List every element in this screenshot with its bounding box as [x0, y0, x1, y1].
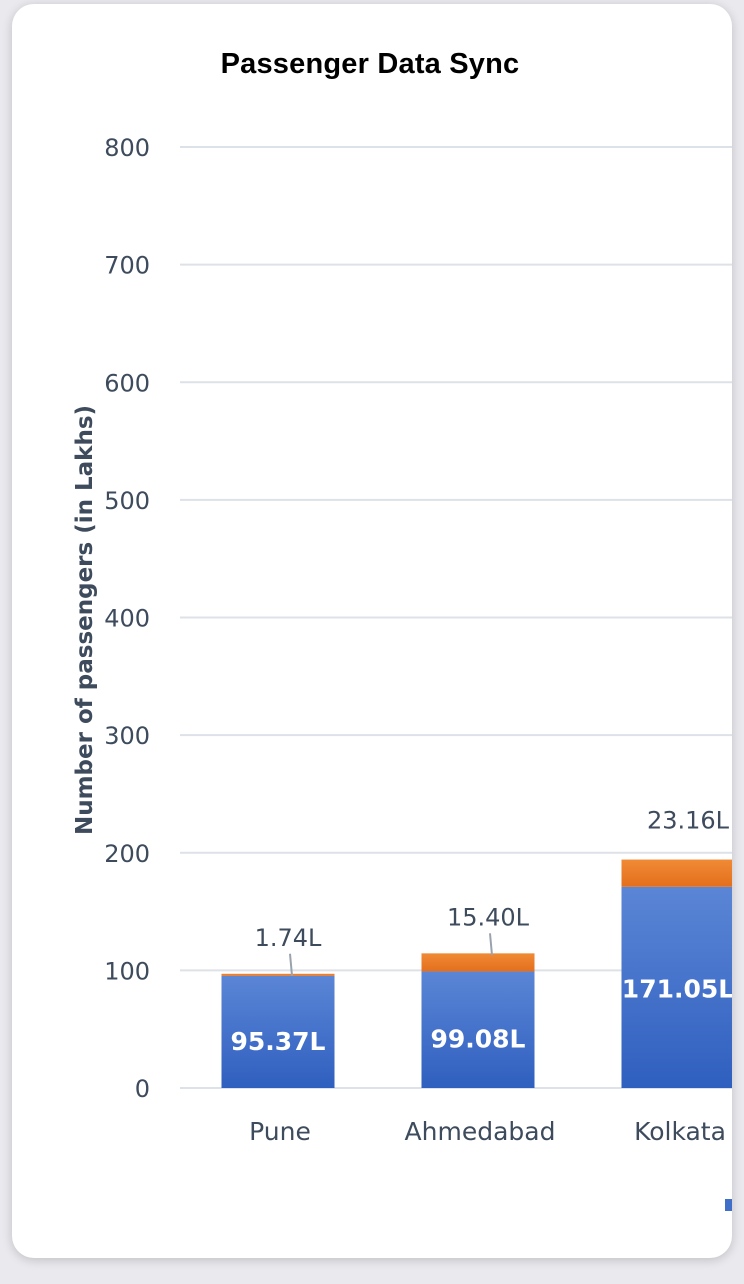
data-label-top: 1.74L [255, 924, 322, 952]
y-tick-label: 200 [104, 840, 150, 868]
chart: 0 100 200 300 400 500 600 700 800 95.37L 1.74L 99.… [72, 134, 732, 1211]
x-axis-categories: Pune Ahmedabad Kolkata [249, 1117, 726, 1146]
data-label-base: 99.08L [430, 1025, 525, 1054]
bars [221, 859, 732, 1088]
data-labels: 95.37L 1.74L 99.08L 15.40L 171.05L 23.16L [230, 807, 732, 1056]
data-label-base: 95.37L [230, 1027, 325, 1056]
y-tick-label: 0 [135, 1075, 150, 1103]
legend-marker [725, 1199, 732, 1211]
y-tick-label: 300 [104, 722, 150, 750]
y-tick-label: 600 [104, 369, 150, 397]
y-axis-ticks: 0 100 200 300 400 500 600 700 800 [104, 134, 150, 1103]
x-category-label: Pune [249, 1117, 311, 1146]
y-tick-label: 500 [104, 487, 150, 515]
bar-segment-base [221, 975, 335, 1088]
x-category-label: Ahmedabad [405, 1117, 556, 1146]
y-tick-label: 700 [104, 252, 150, 280]
chart-card: Passenger Data Sync 0 100 200 300 400 500 600 7… [12, 4, 732, 1258]
bar-segment-top [421, 953, 535, 972]
y-tick-label: 400 [104, 605, 150, 633]
y-tick-label: 800 [104, 134, 150, 162]
y-tick-label: 100 [104, 957, 150, 985]
data-label-base: 171.05L [622, 974, 732, 1003]
bar-segment-top [221, 973, 335, 976]
y-axis-label: Number of passengers (in Lakhs) [72, 405, 98, 835]
x-category-label: Kolkata [634, 1117, 726, 1146]
bar-segment-base [421, 971, 535, 1088]
chart-title: Passenger Data Sync [220, 48, 520, 80]
bar-segment-base [621, 886, 732, 1088]
leader-line [489, 933, 493, 956]
data-label-top: 15.40L [447, 903, 530, 931]
bar-segment-top [621, 859, 732, 887]
leader-line [289, 953, 293, 976]
data-label-top: 23.16L [647, 807, 730, 835]
